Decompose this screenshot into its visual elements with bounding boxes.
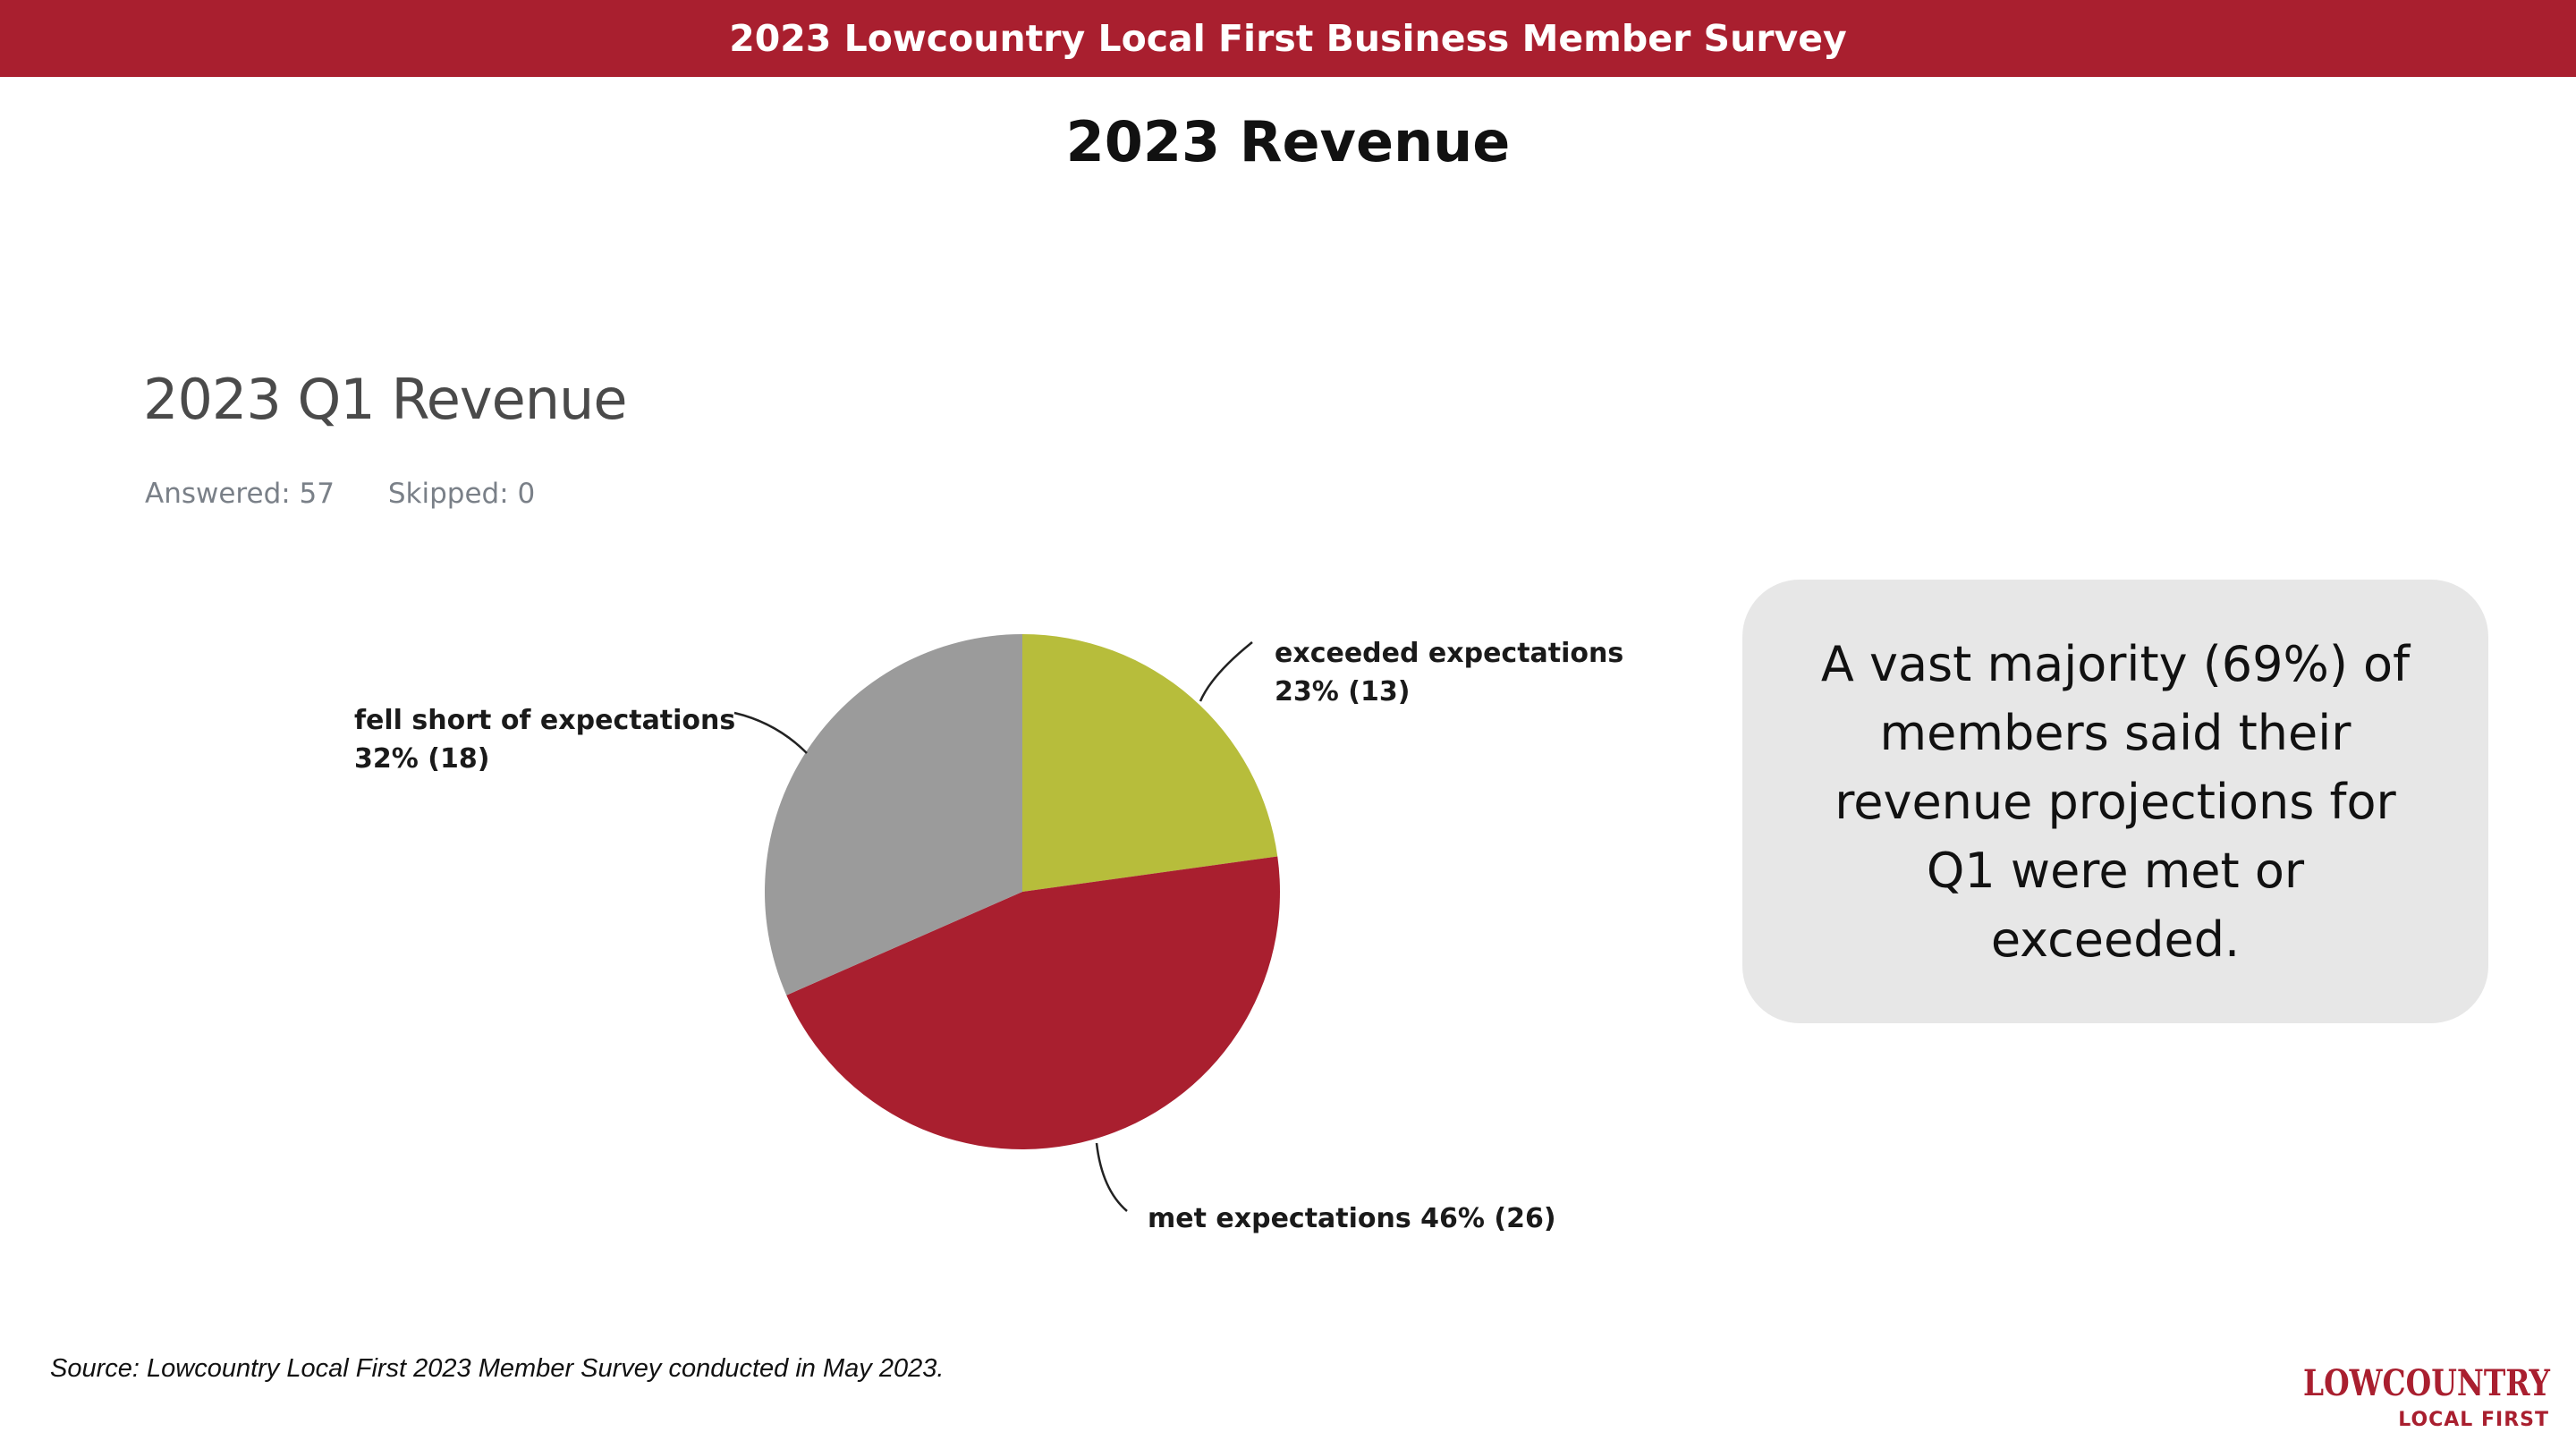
svg-text:LOCAL FIRST: LOCAL FIRST	[2398, 1409, 2549, 1431]
leader-line-met-expectations	[1095, 1142, 1128, 1212]
source-note: Source: Lowcountry Local First 2023 Memb…	[50, 1354, 945, 1383]
question-title: 2023 Q1 Revenue	[143, 367, 627, 432]
pie-slice-fell-short-of-expectations	[765, 634, 1022, 996]
slice-label-met-expectations: met expectations 46% (26)	[1148, 1203, 1556, 1234]
pie-slice-exceeded-expectations	[1022, 634, 1278, 892]
leader-line-fell-short-of-expectations	[733, 711, 808, 754]
svg-text:LOWCOUNTRY: LOWCOUNTRY	[2303, 1362, 2550, 1404]
slice-label-fell-short-of-expectations: fell short of expectations 32% (18)	[354, 705, 735, 775]
callout-text: A vast majority (69%) of members said th…	[1820, 635, 2411, 968]
question-stats: Answered: 57 Skipped: 0	[145, 478, 580, 510]
slice-label-exceeded-expectations: exceeded expectations 23% (13)	[1275, 638, 1623, 708]
leader-line-exceeded-expectations	[1199, 641, 1253, 702]
survey-banner: 2023 Lowcountry Local First Business Mem…	[0, 0, 2576, 77]
lowcountry-local-first-logo: LOWCOUNTRY LOCAL FIRST	[2303, 1362, 2550, 1431]
callout-box: A vast majority (69%) of members said th…	[1742, 580, 2488, 1023]
answered-count: Answered: 57	[145, 478, 335, 510]
pie-slice-met-expectations	[786, 856, 1280, 1150]
skipped-count: Skipped: 0	[387, 478, 536, 510]
banner-title: 2023 Lowcountry Local First Business Mem…	[729, 17, 1847, 60]
page-title: 2023 Revenue	[1065, 109, 1511, 174]
